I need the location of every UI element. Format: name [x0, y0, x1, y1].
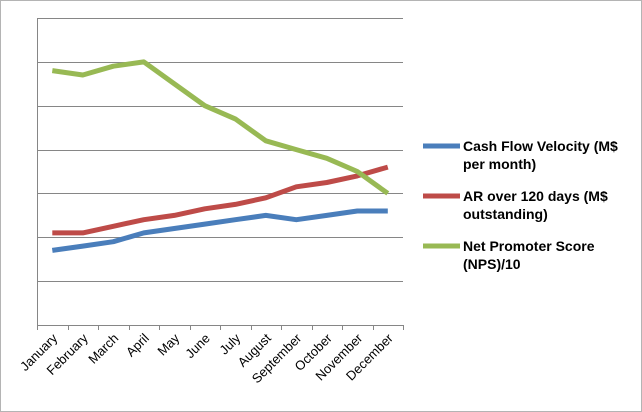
legend-entry-label: Cash Flow Velocity (M$ per month)	[463, 138, 618, 172]
series-line-3	[51, 59, 390, 196]
x-tick-label: June	[182, 331, 213, 362]
legend-entry-label: AR over 120 days (M$ outstanding)	[463, 188, 608, 222]
x-tick-label: March	[85, 331, 121, 367]
series-line-2	[52, 164, 389, 236]
series-line-1	[51, 208, 388, 253]
x-tick-label: April	[123, 330, 152, 359]
legend-entry-label: Net Promoter Score (NPS)/10	[463, 238, 595, 272]
x-tick-label: May	[154, 330, 182, 358]
